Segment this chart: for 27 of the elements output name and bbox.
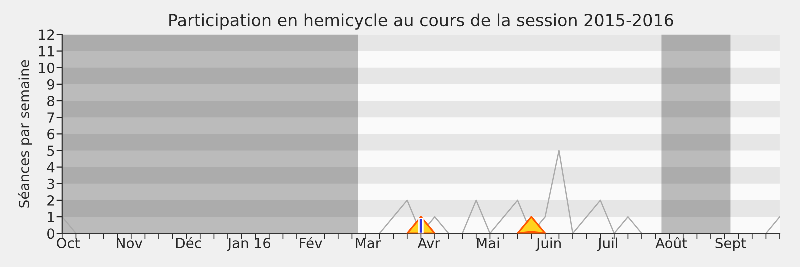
y-tick-label: 9: [47, 79, 54, 90]
y-tick-label: 8: [48, 96, 55, 106]
x-tick-label: Juil: [597, 238, 618, 252]
y-tick-label: 1: [48, 212, 54, 222]
x-tick-label: Nov: [117, 238, 143, 249]
chart-title: Participation en hemicycle au cours de la session 2015-2016: [170, 14, 674, 30]
x-tick-label: Mai: [477, 238, 500, 249]
x-tick-label: Août: [656, 237, 688, 249]
x-tick-label: Mar: [356, 238, 382, 249]
y-axis-title: Séances par semaine: [18, 60, 32, 208]
x-tick-label: Sept: [716, 238, 746, 252]
x-tick-label: Juin: [536, 238, 561, 252]
x-tick-label: Avr: [418, 238, 440, 248]
y-tick-label: 7: [48, 112, 54, 123]
y-tick-label: 12: [39, 30, 54, 40]
y-tick-label: 6: [48, 129, 55, 140]
y-tick-label: 0: [48, 228, 55, 240]
y-tick-label: 2: [48, 195, 54, 206]
y-tick-label: 10: [39, 62, 55, 74]
y-tick-label: 11: [39, 46, 54, 57]
x-tick-label: Oct: [57, 238, 80, 249]
y-tick-label: 3: [48, 178, 54, 190]
x-tick-label: Jan 16: [227, 238, 271, 252]
x-tick-label: Déc: [176, 237, 202, 249]
y-tick-label: 5: [48, 146, 54, 156]
y-tick-label: 4: [47, 162, 55, 173]
x-tick-label: Fév: [300, 237, 322, 249]
